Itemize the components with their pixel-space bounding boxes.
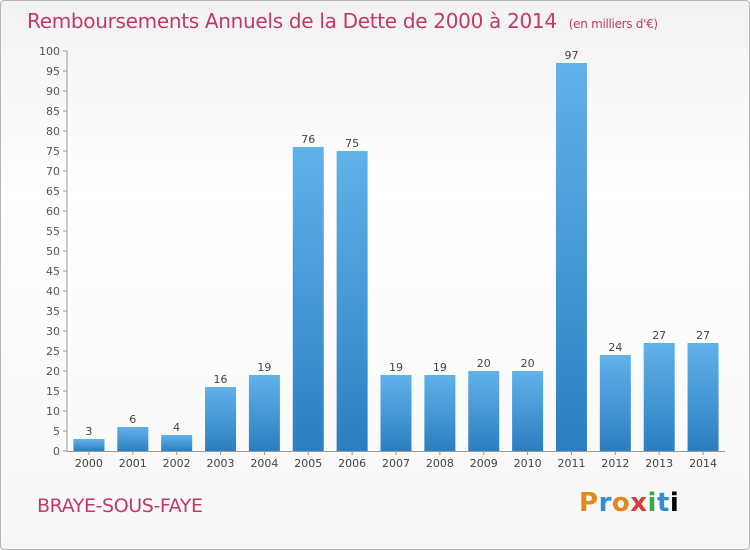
bar-value-label: 3 <box>85 425 92 438</box>
bar <box>292 147 324 451</box>
chart-subtitle: (en milliers d'€) <box>568 17 658 31</box>
y-tick-label: 70 <box>46 165 60 178</box>
x-tick-label: 2004 <box>250 457 278 470</box>
bar-value-label: 16 <box>214 373 228 386</box>
bar-value-label: 19 <box>257 361 271 374</box>
y-tick-label: 0 <box>53 445 60 458</box>
y-tick-label: 35 <box>46 305 60 318</box>
y-tick-label: 5 <box>53 425 60 438</box>
bar-value-label: 4 <box>173 421 180 434</box>
x-tick-label: 2006 <box>338 457 366 470</box>
bar-value-label: 19 <box>389 361 403 374</box>
bar <box>555 63 587 451</box>
bar <box>380 375 412 451</box>
x-tick-label: 2000 <box>75 457 103 470</box>
x-tick-label: 2003 <box>207 457 235 470</box>
x-tick-label: 2002 <box>163 457 191 470</box>
y-tick-label: 60 <box>46 205 60 218</box>
y-tick-label: 45 <box>46 265 60 278</box>
bar-value-label: 97 <box>564 49 578 62</box>
bar <box>117 427 149 451</box>
x-tick-label: 2012 <box>601 457 629 470</box>
bar <box>424 375 456 451</box>
y-tick-label: 80 <box>46 125 60 138</box>
bar <box>687 343 719 451</box>
x-tick-label: 2008 <box>426 457 454 470</box>
bar <box>468 371 500 451</box>
x-tick-label: 2010 <box>514 457 542 470</box>
y-tick-label: 25 <box>46 345 60 358</box>
y-tick-label: 85 <box>46 105 60 118</box>
bar-value-label: 27 <box>696 329 710 342</box>
bar <box>248 375 280 451</box>
bar-value-label: 27 <box>652 329 666 342</box>
bar <box>512 371 544 451</box>
x-tick-label: 2011 <box>557 457 585 470</box>
x-tick-label: 2009 <box>470 457 498 470</box>
y-tick-label: 15 <box>46 385 60 398</box>
y-tick-label: 65 <box>46 185 60 198</box>
bar <box>73 439 105 451</box>
bar-value-label: 20 <box>477 357 491 370</box>
y-tick-label: 55 <box>46 225 60 238</box>
bar-value-label: 24 <box>608 341 622 354</box>
y-tick-label: 75 <box>46 145 60 158</box>
y-tick-label: 10 <box>46 405 60 418</box>
y-tick-label: 20 <box>46 365 60 378</box>
bar-value-label: 19 <box>433 361 447 374</box>
bar-value-label: 6 <box>129 413 136 426</box>
bar-value-label: 75 <box>345 137 359 150</box>
x-tick-label: 2005 <box>294 457 322 470</box>
bar <box>599 355 631 451</box>
commune-name: BRAYE-SOUS-FAYE <box>37 495 203 517</box>
bar <box>161 435 193 451</box>
bar <box>643 343 675 451</box>
x-tick-label: 2007 <box>382 457 410 470</box>
x-tick-label: 2001 <box>119 457 147 470</box>
bar <box>336 151 368 451</box>
y-tick-label: 40 <box>46 285 60 298</box>
chart-title: Remboursements Annuels de la Dette de 20… <box>27 9 658 33</box>
y-tick-label: 30 <box>46 325 60 338</box>
x-tick-label: 2014 <box>689 457 717 470</box>
bar-value-label: 20 <box>521 357 535 370</box>
bar-value-label: 76 <box>301 133 315 146</box>
y-tick-label: 95 <box>46 65 60 78</box>
y-tick-label: 90 <box>46 85 60 98</box>
x-tick-label: 2013 <box>645 457 673 470</box>
proxiti-logo: Proxiti <box>579 488 680 518</box>
y-tick-label: 50 <box>46 245 60 258</box>
bar <box>205 387 237 451</box>
y-tick-label: 100 <box>39 45 60 58</box>
